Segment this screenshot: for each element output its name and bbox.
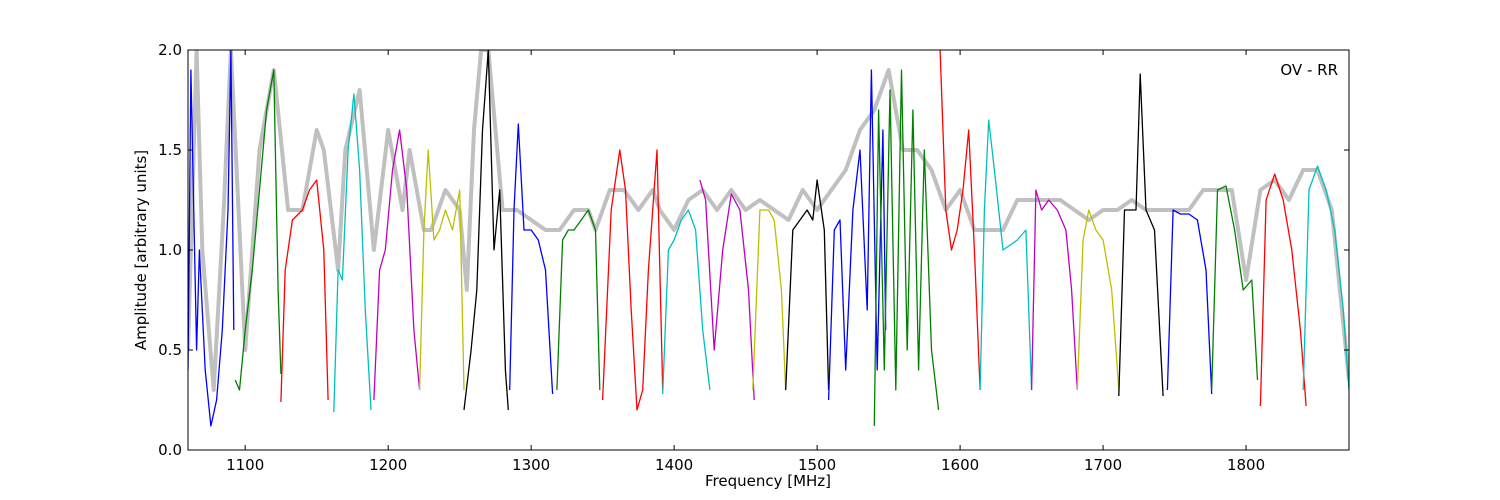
series-line-20 <box>1076 209 1120 391</box>
series-line-15 <box>827 69 887 401</box>
series-line-23 <box>1211 185 1259 391</box>
series-line-11 <box>662 209 711 395</box>
x-tick-label: 1700 <box>1084 456 1122 474</box>
data-layer <box>188 50 1349 427</box>
series-line-22 <box>1166 209 1213 395</box>
x-axis-label: Frequency [MHz] <box>705 472 831 490</box>
series-line-2 <box>234 69 282 391</box>
y-axis-label: Amplitude [arbitrary units] <box>132 150 150 350</box>
x-tick-label: 1500 <box>798 456 836 474</box>
annotation-label: OV - RR <box>1280 61 1338 79</box>
x-tick-label: 1300 <box>512 456 550 474</box>
series-line-9 <box>556 209 601 391</box>
series-line-1 <box>188 50 235 427</box>
series-line-8 <box>509 123 554 395</box>
series-line-19 <box>1030 189 1078 391</box>
series-line-24 <box>1259 173 1307 407</box>
ticks-layer: 1100 1200 1300 1400 1500 1600 1700 1800 0.0 0.5 1.… <box>158 41 1349 474</box>
series-line-12 <box>699 179 755 401</box>
series-line-25 <box>1302 165 1349 391</box>
x-tick-label: 1400 <box>655 456 693 474</box>
y-tick-label: 0.0 <box>158 441 182 459</box>
x-tick-label: 1600 <box>941 456 979 474</box>
series-line-17 <box>939 50 981 391</box>
series-line-6 <box>418 149 465 391</box>
series-line-14 <box>785 179 830 391</box>
y-tick-label: 1.0 <box>158 241 182 259</box>
x-tick-label: 1800 <box>1227 456 1265 474</box>
series-line-13 <box>752 209 787 391</box>
y-tick-label: 2.0 <box>158 41 182 59</box>
series-line-3 <box>280 179 329 403</box>
series-line-7 <box>463 50 509 411</box>
series-line-21 <box>1118 73 1164 397</box>
series-line-16 <box>873 69 940 427</box>
x-tick-label: 1200 <box>369 456 407 474</box>
series-line-5 <box>373 129 421 401</box>
series-line-4 <box>333 93 372 413</box>
y-tick-label: 0.5 <box>158 341 182 359</box>
series-line-10 <box>601 149 664 411</box>
series-line-18 <box>979 119 1033 391</box>
y-tick-label: 1.5 <box>158 141 182 159</box>
x-tick-label: 1100 <box>226 456 264 474</box>
